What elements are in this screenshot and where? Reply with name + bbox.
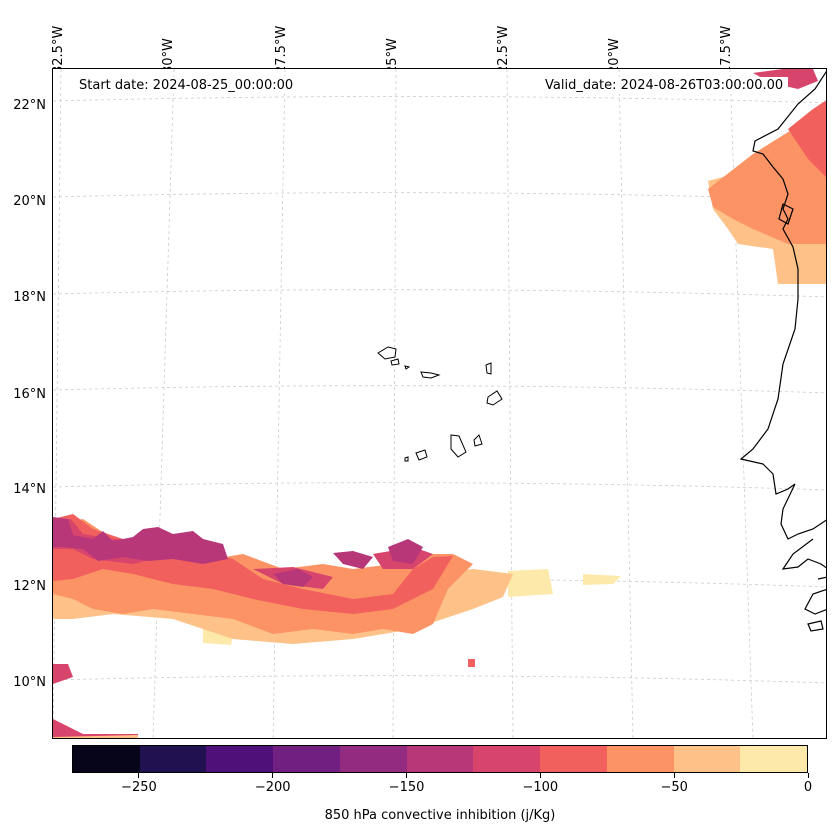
colorbar-tick [807,773,809,778]
island-sal [485,362,492,375]
gridline-lat [53,675,826,684]
cape-verde-islands [377,346,503,462]
colorbar-tick-label: −150 [388,780,425,795]
gridline-lat [53,289,826,298]
island-sao-nicolau [420,371,441,379]
colorbar-swatch [606,746,674,772]
colorbar-swatch [139,746,207,772]
lat-label-16n: 16°N [13,387,46,402]
valid-date-label: Valid_date: 2024-08-26T03:00:00.00 [540,77,789,94]
colorbar-swatch [206,746,274,772]
lon-label-30w: 30°W [161,38,176,74]
gridline-lon [53,69,62,738]
gridline-lon [152,69,175,738]
colorbar-tick [539,773,541,778]
colorbar-tick-label: −200 [254,780,291,795]
lon-label-17-5w: 17.5°W [719,25,734,74]
coastline-mauritania-senegal [739,70,826,540]
coastline-banc-arguin [778,203,794,225]
colorbar-swatch [673,746,741,772]
cin-field-southern-band [53,514,621,738]
gridline-lat [53,385,826,394]
lat-label-18n: 18°N [13,290,46,305]
colorbar-swatch [473,746,541,772]
island-boa-vista [486,390,503,406]
colorbar-tick-label: −100 [522,780,559,795]
lat-label-10n: 10°N [13,675,46,690]
colorbar-tick [406,773,408,778]
island-santiago [450,434,467,458]
lon-label-20w: 20°W [607,38,622,74]
colorbar [72,745,808,773]
colorbar-swatch [73,746,140,772]
map-svg [53,69,826,738]
colorbar-tick-label: −250 [121,780,157,795]
gridline-lon [392,69,397,738]
island-santo-antao [377,346,397,360]
colorbar-swatch [273,746,340,772]
cin-contour-mid [53,664,138,738]
island-brava [404,456,409,462]
colorbar-tick [673,773,675,778]
gridline-lat [53,482,826,491]
lon-label-32-5w: 32.5°W [51,25,66,74]
cin-contour-light [53,735,138,738]
cin-contour-dark [53,517,423,587]
island-fogo [415,449,428,461]
colorbar-tick [138,773,140,778]
colorbar-swatch [339,746,407,772]
gridline-lat [53,192,826,201]
lat-label-22n: 22°N [13,98,46,113]
colorbar-tick-label: 0 [803,780,813,795]
lon-label-25w: 25°W [385,38,400,74]
coastline-guinea-bissau [781,538,826,570]
map-panel [52,68,827,739]
lat-label-14n: 14°N [13,482,46,497]
island-santa-luzia [404,365,411,370]
lon-label-27-5w: 27.5°W [274,25,289,74]
cin-contour-red [468,659,475,667]
lat-label-20n: 20°N [13,194,46,209]
west-africa-coastline [739,70,826,632]
colorbar-tick [272,773,274,778]
gridline-lon [506,69,514,738]
gridline-lat [53,96,826,104]
gridline-lon [618,69,634,738]
colorbar-swatch [406,746,474,772]
colorbar-swatch [540,746,607,772]
colorbar-tick-label: −50 [660,780,688,795]
start-date-label: Start date: 2024-08-25_00:00:00 [74,77,299,94]
cin-contour-orange [708,110,826,244]
island-sao-vicente [390,358,400,366]
lat-label-12n: 12°N [13,579,46,594]
colorbar-swatch [740,746,808,772]
gridline-lon [729,69,754,738]
lon-label-22-5w: 22.5°W [496,25,511,74]
island-maio [473,434,483,447]
graticule [53,69,826,738]
cin-contour-red [788,100,826,177]
coastline-bijagos [804,576,826,632]
colorbar-title: 850 hPa convective inhibition (j/Kg) [324,808,556,823]
